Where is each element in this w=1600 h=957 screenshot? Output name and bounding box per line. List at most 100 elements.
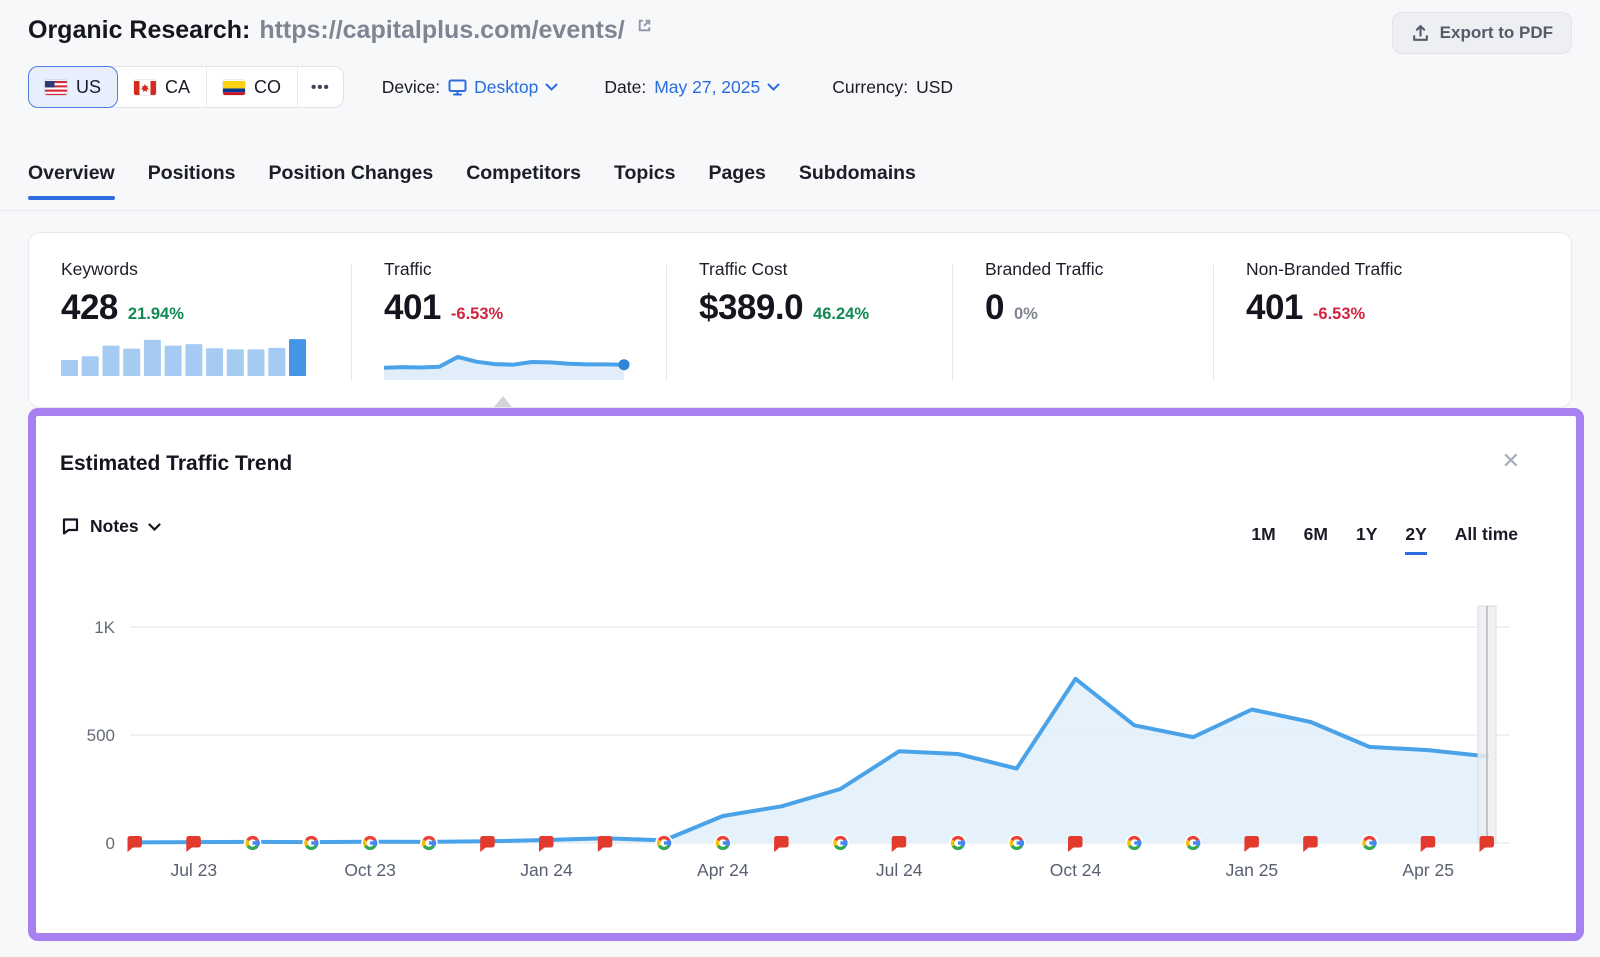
divider [351, 265, 352, 381]
notes-label: Notes [90, 516, 139, 536]
note-flag-icon[interactable] [1303, 836, 1318, 852]
traffic-sparkline[interactable] [384, 338, 634, 380]
date-dropdown[interactable]: May 27, 2025 [654, 77, 780, 98]
google-update-icon[interactable] [243, 834, 262, 852]
device-dropdown[interactable]: Desktop [448, 77, 558, 98]
google-update-icon[interactable] [949, 834, 967, 852]
traffic-cost-metric: Traffic Cost $389.0 46.24% [667, 233, 952, 407]
google-update-icon[interactable] [1007, 834, 1026, 852]
note-flag-icon[interactable] [1420, 836, 1436, 852]
tab-positions[interactable]: Positions [147, 162, 236, 184]
keyword-bar [268, 347, 286, 376]
metric-delta: -6.53% [1312, 305, 1366, 323]
note-flag-icon[interactable] [127, 836, 143, 852]
note-flag-icon[interactable] [891, 836, 907, 852]
keyword-bar [123, 348, 141, 376]
filter-bar: US CA CO ••• Device: [28, 66, 953, 108]
x-axis-label: Oct 24 [1050, 860, 1102, 880]
country-selector: US CA CO ••• [28, 66, 344, 108]
google-update-icon[interactable] [655, 834, 673, 852]
divider [1213, 265, 1214, 381]
keyword-bar [289, 339, 306, 376]
tab-position-changes[interactable]: Position Changes [268, 162, 434, 184]
metric-value: 401 [1246, 288, 1303, 327]
external-link-icon[interactable] [636, 17, 653, 39]
google-update-icon[interactable] [302, 834, 321, 852]
tab-topics[interactable]: Topics [614, 162, 676, 184]
currency-value: USD [916, 76, 954, 97]
divider [666, 265, 667, 381]
note-flag-icon[interactable] [597, 836, 613, 852]
note-flag-icon[interactable] [774, 836, 789, 852]
range-6m[interactable]: 6M [1303, 524, 1328, 544]
x-axis-label: Jul 23 [170, 860, 217, 880]
chevron-down-icon [545, 83, 558, 91]
country-tab-ca[interactable]: CA [118, 67, 208, 107]
country-tab-co[interactable]: CO [207, 67, 299, 107]
note-flag-icon[interactable] [1244, 836, 1259, 852]
note-flag-icon[interactable] [186, 836, 201, 852]
range-1m[interactable]: 1M [1251, 524, 1276, 544]
country-label: CA [165, 76, 191, 97]
traffic-metric: Traffic 401 -6.53% [352, 233, 666, 407]
export-pdf-label: Export to PDF [1439, 23, 1553, 42]
note-flag-icon[interactable] [539, 836, 554, 852]
more-countries-button[interactable]: ••• [311, 78, 330, 96]
metric-label: Non-Branded Traffic [1246, 259, 1403, 279]
range-1y[interactable]: 1Y [1355, 524, 1378, 544]
trend-line [133, 676, 1489, 845]
x-axis-label: Jan 24 [520, 860, 573, 880]
tab-overview[interactable]: Overview [28, 162, 115, 200]
non-branded-traffic-metric: Non-Branded Traffic 401 -6.53% [1214, 233, 1571, 407]
chevron-down-icon [148, 522, 161, 531]
metric-value: $389.0 [699, 288, 804, 327]
keyword-bar [247, 349, 265, 376]
x-axis-label: Jul 24 [876, 860, 923, 880]
google-update-icon[interactable] [420, 834, 438, 852]
note-flag-icon[interactable] [1479, 836, 1495, 852]
tab-competitors[interactable]: Competitors [466, 162, 582, 184]
currency-label: Currency: [832, 76, 909, 97]
device-label: Device: [381, 76, 441, 97]
ca-flag-icon [134, 80, 157, 95]
notes-dropdown[interactable]: Notes [60, 516, 161, 537]
report-tabs: Overview Positions Position Changes Comp… [28, 162, 916, 200]
metric-delta: 21.94% [127, 305, 184, 323]
co-flag-icon [223, 80, 246, 95]
google-update-icon[interactable] [1125, 834, 1144, 852]
export-pdf-button[interactable]: Export to PDF [1391, 12, 1572, 54]
metric-value: 0 [985, 288, 1004, 327]
google-update-icon[interactable] [1184, 834, 1202, 852]
trend-area [135, 678, 1487, 843]
keywords-sparkline[interactable] [61, 338, 306, 376]
note-flag-icon[interactable] [1068, 836, 1083, 852]
site-url[interactable]: https://capitalplus.com/events/ [259, 16, 625, 44]
metric-label: Branded Traffic [985, 259, 1104, 279]
google-update-icon[interactable] [831, 834, 850, 852]
y-axis-label: 0 [106, 834, 115, 853]
estimated-traffic-trend-panel: Estimated Traffic Trend ✕ Notes 1M 6M 1Y… [28, 408, 1584, 941]
tabs-divider [0, 210, 1600, 211]
metrics-summary-card: Keywords 428 21.94% Traffic 401 -6.53% T… [28, 232, 1572, 408]
metric-delta: 46.24% [813, 305, 870, 323]
export-icon [1411, 24, 1430, 43]
range-2y[interactable]: 2Y [1405, 524, 1427, 555]
close-icon[interactable]: ✕ [1501, 448, 1520, 473]
range-all-time[interactable]: All time [1454, 524, 1518, 544]
x-axis-label: Jan 25 [1226, 860, 1279, 880]
google-update-icon[interactable] [714, 834, 732, 852]
metric-label: Keywords [61, 259, 138, 279]
tab-pages[interactable]: Pages [708, 162, 766, 184]
trend-chart[interactable]: 0 500 1K [60, 584, 1530, 914]
page-title: Organic Research: [28, 16, 251, 44]
note-flag-icon[interactable] [480, 836, 495, 852]
country-tab-us[interactable]: US [28, 66, 119, 108]
tab-subdomains[interactable]: Subdomains [798, 162, 916, 184]
time-range-switcher: 1M 6M 1Y 2Y All time [1251, 524, 1518, 555]
date-label: Date: [604, 76, 647, 97]
metric-value: 428 [61, 288, 118, 327]
metric-label: Traffic Cost [699, 259, 788, 279]
y-axis-label: 500 [87, 726, 115, 745]
google-update-icon[interactable] [361, 834, 379, 852]
google-update-icon[interactable] [1360, 834, 1379, 852]
